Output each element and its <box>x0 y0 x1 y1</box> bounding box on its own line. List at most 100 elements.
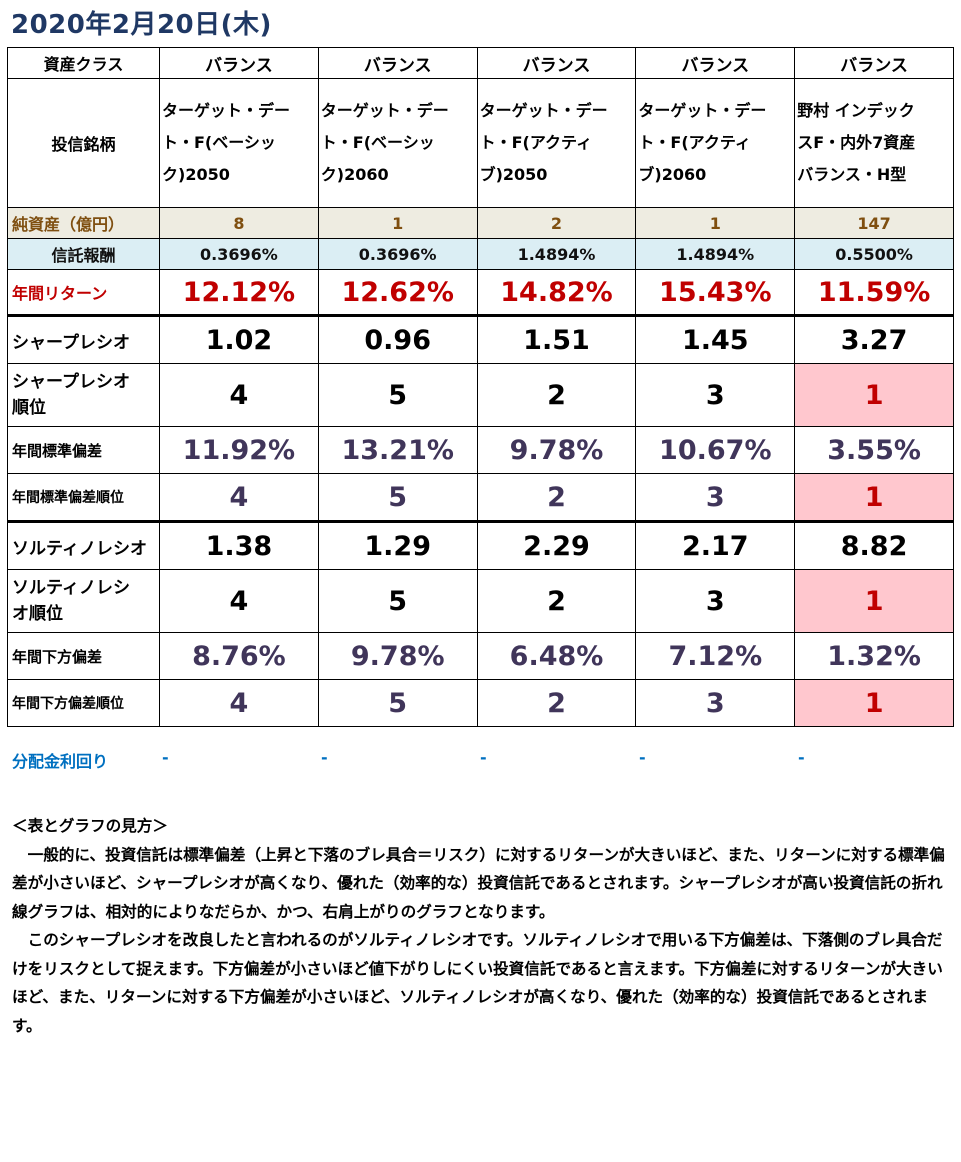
sharpe-ratio-cell: 1.02 <box>160 316 319 364</box>
std-dev-rank-cell: 5 <box>318 474 477 522</box>
downside-dev-rank-label: 年間下方偏差順位 <box>8 680 160 727</box>
fund-name-cell: 野村 インデック スF・内外7資産 バランス・H型 <box>795 79 954 208</box>
fund-name-cell: ターゲット・デー ト・F(アクティ ブ)2050 <box>477 79 636 208</box>
sortino-rank-cell: 2 <box>477 570 636 633</box>
sharpe-ratio-cell: 1.51 <box>477 316 636 364</box>
sharpe-rank-top-cell: 1 <box>795 364 954 427</box>
trust-fee-cell: 0.3696% <box>160 239 319 270</box>
std-dev-cell: 9.78% <box>477 427 636 474</box>
std-dev-rank-label: 年間標準偏差順位 <box>8 474 160 522</box>
downside-dev-rank-top-cell: 1 <box>795 680 954 727</box>
sharpe-ratio-cell: 1.45 <box>636 316 795 364</box>
asset-class-cell: バランス <box>795 48 954 79</box>
downside-dev-rank-cell: 4 <box>160 680 319 727</box>
downside-dev-rank-row: 年間下方偏差順位 4 5 2 3 1 <box>8 680 954 727</box>
fund-comparison-table: 資産クラス バランス バランス バランス バランス バランス 投信銘柄 ターゲッ… <box>7 47 954 727</box>
trust-fee-cell: 1.4894% <box>477 239 636 270</box>
net-assets-cell: 8 <box>160 208 319 239</box>
sortino-ratio-label: ソルティノレシオ <box>8 522 160 570</box>
fund-name: ターゲット・デー ト・F(ベーシッ ク)2060 <box>319 95 477 191</box>
sharpe-rank-label: シャープレシオ 順位 <box>8 364 160 427</box>
fund-name: ターゲット・デー ト・F(アクティ ブ)2050 <box>478 95 636 191</box>
fund-name: ターゲット・デー ト・F(ベーシッ ク)2050 <box>160 95 318 191</box>
sortino-ratio-cell: 1.38 <box>160 522 319 570</box>
notes-paragraph-sharpe: 一般的に、投資信託は標準偏差（上昇と下落のブレ具合＝リスク）に対するリターンが大… <box>12 841 952 927</box>
std-dev-cell: 11.92% <box>160 427 319 474</box>
sharpe-ratio-cell: 3.27 <box>795 316 954 364</box>
std-dev-cell: 10.67% <box>636 427 795 474</box>
sharpe-ratio-row: シャープレシオ 1.02 0.96 1.51 1.45 3.27 <box>8 316 954 364</box>
page-title: 2020年2月20日(木) <box>11 4 272 41</box>
fund-name: 野村 インデック スF・内外7資産 バランス・H型 <box>795 95 953 191</box>
asset-class-label: 資産クラス <box>8 48 160 79</box>
dividend-yield-value: - <box>480 748 487 767</box>
std-dev-row: 年間標準偏差 11.92% 13.21% 9.78% 10.67% 3.55% <box>8 427 954 474</box>
sortino-ratio-cell: 2.17 <box>636 522 795 570</box>
notes-heading: ＜表とグラフの見方＞ <box>12 812 952 841</box>
annual-return-label: 年間リターン <box>8 270 160 316</box>
sharpe-rank-cell: 5 <box>318 364 477 427</box>
sortino-ratio-row: ソルティノレシオ 1.38 1.29 2.29 2.17 8.82 <box>8 522 954 570</box>
fund-name-row: 投信銘柄 ターゲット・デー ト・F(ベーシッ ク)2050 ターゲット・デー ト… <box>8 79 954 208</box>
dividend-yield-value: - <box>162 748 169 767</box>
net-assets-cell: 2 <box>477 208 636 239</box>
trust-fee-cell: 0.3696% <box>318 239 477 270</box>
sortino-ratio-cell: 1.29 <box>318 522 477 570</box>
sortino-rank-top-cell: 1 <box>795 570 954 633</box>
downside-dev-row: 年間下方偏差 8.76% 9.78% 6.48% 7.12% 1.32% <box>8 633 954 680</box>
asset-class-row: 資産クラス バランス バランス バランス バランス バランス <box>8 48 954 79</box>
sharpe-rank-cell: 3 <box>636 364 795 427</box>
fund-name-cell: ターゲット・デー ト・F(ベーシッ ク)2050 <box>160 79 319 208</box>
std-dev-rank-cell: 3 <box>636 474 795 522</box>
downside-dev-cell: 9.78% <box>318 633 477 680</box>
annual-return-cell: 12.12% <box>160 270 319 316</box>
annual-return-cell: 15.43% <box>636 270 795 316</box>
std-dev-rank-cell: 2 <box>477 474 636 522</box>
asset-class-cell: バランス <box>160 48 319 79</box>
std-dev-cell: 13.21% <box>318 427 477 474</box>
notes-paragraph-sortino: このシャープレシオを改良したと言われるのがソルティノレシオです。ソルティノレシオ… <box>12 926 952 1040</box>
asset-class-cell: バランス <box>318 48 477 79</box>
downside-dev-rank-cell: 5 <box>318 680 477 727</box>
sortino-rank-row: ソルティノレシ オ順位 4 5 2 3 1 <box>8 570 954 633</box>
annual-return-row: 年間リターン 12.12% 12.62% 14.82% 15.43% 11.59… <box>8 270 954 316</box>
trust-fee-cell: 1.4894% <box>636 239 795 270</box>
downside-dev-rank-cell: 3 <box>636 680 795 727</box>
downside-dev-cell: 7.12% <box>636 633 795 680</box>
sortino-ratio-cell: 2.29 <box>477 522 636 570</box>
std-dev-label: 年間標準偏差 <box>8 427 160 474</box>
asset-class-cell: バランス <box>636 48 795 79</box>
downside-dev-cell: 8.76% <box>160 633 319 680</box>
std-dev-rank-cell: 4 <box>160 474 319 522</box>
downside-dev-label: 年間下方偏差 <box>8 633 160 680</box>
net-assets-cell: 1 <box>318 208 477 239</box>
sortino-rank-cell: 3 <box>636 570 795 633</box>
sortino-rank-cell: 4 <box>160 570 319 633</box>
fund-name: ターゲット・デー ト・F(アクティ ブ)2060 <box>636 95 794 191</box>
fund-name-cell: ターゲット・デー ト・F(ベーシッ ク)2060 <box>318 79 477 208</box>
net-assets-cell: 1 <box>636 208 795 239</box>
annual-return-cell: 14.82% <box>477 270 636 316</box>
std-dev-cell: 3.55% <box>795 427 954 474</box>
annual-return-cell: 11.59% <box>795 270 954 316</box>
sortino-ratio-cell: 8.82 <box>795 522 954 570</box>
dividend-yield-value: - <box>798 748 805 767</box>
fund-name-cell: ターゲット・デー ト・F(アクティ ブ)2060 <box>636 79 795 208</box>
annual-return-cell: 12.62% <box>318 270 477 316</box>
std-dev-rank-top-cell: 1 <box>795 474 954 522</box>
sharpe-rank-cell: 2 <box>477 364 636 427</box>
downside-dev-cell: 1.32% <box>795 633 954 680</box>
fund-name-label: 投信銘柄 <box>8 79 160 208</box>
dividend-yield-value: - <box>639 748 646 767</box>
dividend-yield-label: 分配金利回り <box>12 748 108 772</box>
sharpe-ratio-label: シャープレシオ <box>8 316 160 364</box>
net-assets-label: 純資産（億円） <box>8 208 160 239</box>
trust-fee-label: 信託報酬 <box>8 239 160 270</box>
trust-fee-row: 信託報酬 0.3696% 0.3696% 1.4894% 1.4894% 0.5… <box>8 239 954 270</box>
downside-dev-cell: 6.48% <box>477 633 636 680</box>
net-assets-cell: 147 <box>795 208 954 239</box>
std-dev-rank-row: 年間標準偏差順位 4 5 2 3 1 <box>8 474 954 522</box>
sharpe-rank-row: シャープレシオ 順位 4 5 2 3 1 <box>8 364 954 427</box>
asset-class-cell: バランス <box>477 48 636 79</box>
explanation-notes: ＜表とグラフの見方＞ 一般的に、投資信託は標準偏差（上昇と下落のブレ具合＝リスク… <box>12 812 952 1040</box>
